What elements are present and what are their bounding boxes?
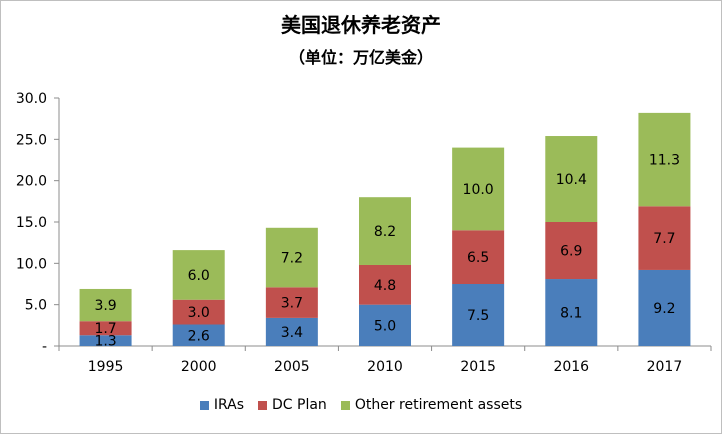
y-tick-label: 25.0 [16, 132, 47, 148]
data-label-dc-plan: 3.7 [281, 296, 303, 312]
bar-segment-other-retirement-assets [545, 136, 598, 222]
chart-subtitle: （单位：万亿美金） [288, 48, 433, 67]
bar-segment-other-retirement-assets [638, 112, 691, 207]
bar-segment-iras [545, 279, 598, 346]
data-label-dc-plan: 3.0 [188, 305, 210, 321]
data-label-iras: 1.3 [94, 334, 116, 350]
legend-swatch-other-retirement-assets [340, 400, 350, 410]
chart-legend: IRAs DC Plan Other retirement assets [1, 397, 721, 413]
data-label-dc-plan: 7.7 [653, 231, 675, 247]
bar-segment-iras [172, 324, 225, 346]
x-tick-label: 2016 [553, 359, 589, 375]
bar-segment-dc-plan [359, 264, 411, 305]
data-label-other-retirement-assets: 10.4 [556, 172, 587, 188]
legend-label-iras: IRAs [213, 397, 245, 413]
x-tick-label: 2010 [367, 359, 403, 375]
legend-item-iras: IRAs [199, 397, 245, 413]
data-label-dc-plan: 6.5 [467, 250, 489, 266]
legend-swatch-iras [199, 400, 209, 410]
bar-segment-dc-plan [545, 222, 598, 280]
legend-item-other-retirement-assets: Other retirement assets [340, 397, 523, 413]
bar-segment-iras [452, 284, 505, 346]
data-label-other-retirement-assets: 10.0 [463, 182, 494, 198]
legend-swatch-dc-plan [258, 400, 268, 410]
data-label-iras: 9.2 [653, 301, 675, 317]
y-tick-label: 15.0 [16, 215, 47, 231]
y-tick-label: 5.0 [25, 298, 47, 314]
bar-segment-other-retirement-assets [172, 250, 225, 300]
x-tick-label: 1995 [88, 359, 124, 375]
y-tick-label: - [42, 339, 47, 355]
bar-segment-dc-plan [638, 206, 691, 270]
bar-segment-other-retirement-assets [265, 227, 318, 288]
bar-segment-iras [359, 304, 411, 346]
data-label-other-retirement-assets: 6.0 [188, 268, 210, 284]
x-tick-label: 2017 [647, 359, 683, 375]
data-label-dc-plan: 6.9 [560, 244, 582, 260]
x-tick-label: 2005 [274, 359, 310, 375]
bar-segment-iras [79, 335, 132, 346]
x-tick-label: 2000 [181, 359, 217, 375]
bar-segment-iras [265, 317, 318, 346]
legend-label-dc-plan: DC Plan [272, 397, 327, 413]
data-label-dc-plan: 4.8 [374, 278, 396, 294]
legend-label-other-retirement-assets: Other retirement assets [354, 397, 523, 413]
bar-segment-dc-plan [79, 321, 132, 336]
x-tick-label: 2015 [460, 359, 496, 375]
data-label-iras: 3.4 [281, 325, 303, 341]
data-label-iras: 5.0 [374, 318, 396, 334]
chart-title: 美国退休养老资产 [281, 13, 441, 37]
data-label-other-retirement-assets: 7.2 [281, 251, 303, 267]
bar-segment-other-retirement-assets [79, 288, 132, 322]
data-label-iras: 8.1 [560, 306, 582, 322]
data-label-dc-plan: 1.7 [94, 321, 116, 337]
data-label-other-retirement-assets: 3.9 [94, 298, 116, 314]
data-label-other-retirement-assets: 11.3 [649, 153, 680, 169]
bar-segment-other-retirement-assets [452, 147, 505, 231]
y-tick-label: 30.0 [16, 91, 47, 107]
y-tick-label: 20.0 [16, 174, 47, 190]
legend-item-dc-plan: DC Plan [258, 397, 327, 413]
bar-segment-other-retirement-assets [359, 197, 411, 265]
bar-segment-dc-plan [172, 299, 225, 325]
bar-segment-dc-plan [452, 230, 505, 284]
y-tick-label: 10.0 [16, 256, 47, 272]
data-label-other-retirement-assets: 8.2 [374, 224, 396, 240]
bar-segment-iras [638, 269, 691, 346]
bar-segment-dc-plan [265, 287, 318, 318]
data-label-iras: 2.6 [188, 328, 210, 344]
data-label-iras: 7.5 [467, 308, 489, 324]
